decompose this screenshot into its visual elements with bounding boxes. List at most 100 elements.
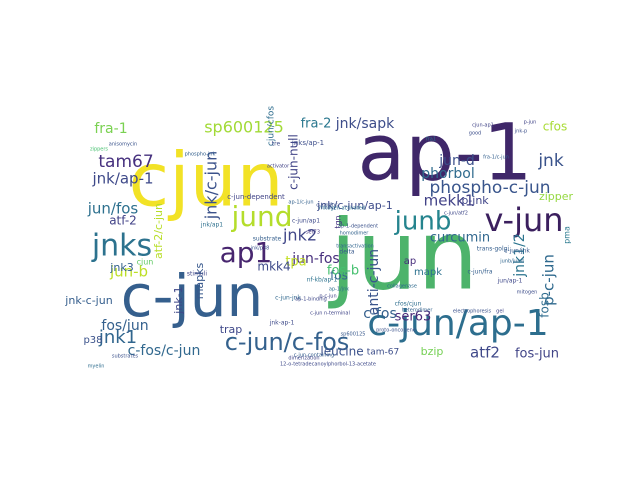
cloud-word: c-jun/atf2 xyxy=(444,211,468,217)
cloud-word: tgn xyxy=(334,215,343,228)
cloud-word: fosb xyxy=(538,292,552,317)
cloud-word: jnk/c-jun xyxy=(202,151,221,221)
cloud-word: jnk/c-jun/ap-1 xyxy=(316,199,393,212)
cloud-word: zipper xyxy=(539,190,574,203)
cloud-word: good xyxy=(469,131,481,137)
cloud-word: c-jun-dependent xyxy=(227,193,285,201)
cloud-word: fos-jun xyxy=(515,347,559,362)
cloud-word: jnks xyxy=(91,229,152,264)
cloud-word: leucine xyxy=(320,345,363,359)
cloud-word: dimerization xyxy=(288,356,319,362)
cloud-word: jnks/ap-1 xyxy=(291,139,324,147)
cloud-word: tam-67 xyxy=(367,348,400,358)
cloud-word: jun-b xyxy=(109,263,148,281)
cloud-word: fra1 xyxy=(426,137,436,143)
cloud-word: jnk-p xyxy=(514,129,527,135)
cloud-word: p-jun xyxy=(524,120,537,126)
cloud-word: electrophoresis xyxy=(453,309,492,315)
cloud-word: phospho-jnk xyxy=(185,152,216,158)
cloud-word: delta xyxy=(339,249,355,256)
cloud-word: p-c-jun xyxy=(540,254,558,306)
cloud-word: junb/jund xyxy=(499,259,524,265)
cloud-word: mitogen xyxy=(517,290,538,296)
cloud-word: p38 xyxy=(83,335,102,346)
cloud-word: trap xyxy=(220,323,243,336)
cloud-word: jnk/p38 xyxy=(250,246,270,252)
cloud-word: jun xyxy=(328,199,478,311)
cloud-word: curcumin xyxy=(430,231,490,246)
cloud-word: homodimer xyxy=(340,231,370,237)
cloud-word: c-jun/ap1 xyxy=(292,218,320,225)
cloud-word: fra-2 xyxy=(301,117,332,132)
cloud-word: ap1 xyxy=(220,236,273,269)
cloud-word: mapks xyxy=(193,262,206,299)
cloud-word: cjun xyxy=(137,258,154,267)
cloud-word: jnk1 xyxy=(98,327,137,348)
cloud-word: jnk2 xyxy=(282,226,317,245)
cloud-word: activator xyxy=(267,164,290,170)
cloud-word: c-fos xyxy=(363,306,397,322)
cloud-word: jun/fos xyxy=(87,200,139,218)
cloud-word: ap-1-dependent xyxy=(338,224,378,230)
cloud-word: ap-1 xyxy=(357,108,532,198)
cloud-word: p-jnk xyxy=(461,194,489,207)
cloud-word: jnk xyxy=(537,151,563,171)
cloud-word: nf-kb/ap-1 xyxy=(307,277,338,284)
cloud-word: anti-c-jun xyxy=(366,249,382,315)
cloud-word: phospho-c-jun xyxy=(430,178,551,198)
cloud-word: jun-d xyxy=(438,153,475,169)
cloud-word: trans-golgi xyxy=(477,246,510,253)
cloud-word: stimuli xyxy=(187,271,207,278)
cloud-word: pma xyxy=(563,226,572,244)
cloud-word: jun/ap-1 xyxy=(497,278,523,285)
cloud-word: jnk/ap-1 xyxy=(91,170,153,188)
cloud-word: tpa xyxy=(285,255,306,270)
cloud-word: cjun-ap1 xyxy=(472,123,494,129)
cloud-word: c-jun/fra xyxy=(467,269,492,276)
cloud-word: p-c-jun xyxy=(319,294,336,300)
cloud-word: jnk/sapk xyxy=(335,116,395,132)
cloud-word: sp600125 xyxy=(341,332,366,338)
cloud-word: tam67 xyxy=(98,152,153,172)
cloud-word: substrate xyxy=(253,236,282,243)
cloud-word: c-jun xyxy=(121,262,263,330)
cloud-word: collagenase xyxy=(387,284,417,290)
cloud-word: ap-1-binding xyxy=(295,297,327,303)
cloud-word: fos/jun xyxy=(101,318,148,334)
cloud-word: ap-1/jnk xyxy=(329,287,349,293)
cloud-word: fos-b xyxy=(327,264,359,279)
cloud-word: v-jun xyxy=(484,201,563,239)
cloud-word: ap-1/c-jun xyxy=(288,200,313,206)
cloud-word: mapk xyxy=(414,267,442,278)
cloud-word: c-jun n-terminal xyxy=(310,311,350,317)
cloud-word: c-jun-jnk xyxy=(275,295,301,302)
cloud-word: bzip xyxy=(421,345,444,358)
cloud-word: jund xyxy=(230,200,292,233)
cloud-word: atf-2/c-jun xyxy=(152,203,165,259)
cloud-word: proto-oncogene xyxy=(376,328,416,334)
cloud-word: tre xyxy=(272,141,281,148)
cloud-word: cfos xyxy=(543,120,567,134)
cloud-word: jnk3 xyxy=(109,261,133,274)
cloud-word: jnk/ap1 xyxy=(200,222,223,229)
cloud-word: mitogen-activated xyxy=(319,206,365,212)
cloud-word: fos xyxy=(330,269,348,283)
cloud-word: ser73 xyxy=(306,230,320,236)
cloud-word: cjun xyxy=(128,138,283,224)
cloud-word: jnk-1 xyxy=(172,286,185,314)
cloud-word: c-jun/c-fos xyxy=(225,328,350,356)
cloud-word: jnk-c-jun xyxy=(64,294,112,307)
cloud-word: ser63 xyxy=(395,310,432,325)
cloud-word: jun-fos xyxy=(291,251,339,267)
cloud-word: substrates xyxy=(112,354,139,360)
cloud-word: gel xyxy=(496,309,504,315)
cloud-word: cjun/cfos xyxy=(267,106,277,147)
cloud-word: phorbol xyxy=(421,166,474,182)
cloud-word: fra-1/c-jun xyxy=(483,155,509,161)
cloud-word: c-fos/c-jun xyxy=(128,343,201,359)
cloud-word: c-jun/ap-1 xyxy=(367,303,548,344)
cloud-word: c-jun-containing xyxy=(294,353,334,359)
cloud-word: anisomycin xyxy=(109,142,137,148)
cloud-word: atf2 xyxy=(470,344,500,362)
